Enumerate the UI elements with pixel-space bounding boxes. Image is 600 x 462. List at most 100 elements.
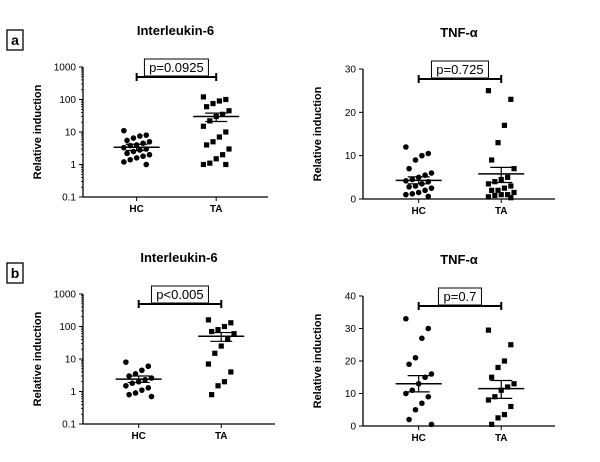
y-axis-label: Relative induction [32, 311, 44, 406]
data-point-square [220, 111, 226, 117]
data-point-circle [422, 187, 428, 194]
y-tick-label: 10 [345, 389, 357, 400]
data-point-square [511, 166, 517, 172]
panel-label-box-a [6, 29, 24, 51]
panel-label-box-b [6, 262, 24, 284]
data-point-square [221, 323, 228, 330]
y-tick-label: 40 [345, 292, 357, 303]
data-point-circle [415, 189, 422, 196]
data-point-square [210, 139, 216, 145]
y-tick-label: 10 [65, 355, 77, 366]
data-point-circle [419, 400, 425, 407]
data-point-square [495, 140, 501, 146]
data-point-circle [406, 416, 412, 423]
data-point-circle [126, 391, 132, 398]
data-point-circle [403, 191, 409, 198]
y-tick-label: 20 [345, 357, 357, 368]
data-point-square [207, 118, 213, 124]
y-axis-label: Relative induction [32, 84, 44, 179]
data-point-square [216, 98, 222, 104]
y-tick-label: 100 [59, 95, 76, 106]
data-point-circle [428, 371, 435, 377]
data-point-circle [133, 155, 140, 161]
data-point-square [505, 384, 511, 390]
chart-title: Interleukin-6 [137, 23, 214, 38]
data-point-circle [132, 390, 139, 396]
chart-4: TNF-α Relative induction 0 10 20 30 40 HC TA p=0.… [312, 252, 555, 444]
data-point-circle [129, 380, 136, 387]
data-point-circle [145, 384, 152, 391]
data-point-square [223, 96, 229, 103]
data-point-circle [412, 354, 419, 361]
data-point-square [209, 328, 215, 335]
data-point-square [228, 320, 234, 326]
data-point-square [205, 317, 212, 323]
data-point-square [215, 383, 221, 389]
data-point-square [209, 392, 215, 398]
data-point-circle [139, 387, 145, 393]
data-point-square [489, 157, 495, 163]
data-point-square [489, 187, 495, 193]
data-point-square [501, 412, 508, 418]
data-point-circle [425, 325, 432, 332]
data-point-circle [127, 156, 134, 163]
data-point-square [495, 187, 501, 193]
chart-2: TNF-α Relative induction 0 10 20 30 HC TA p=0.72… [312, 25, 555, 217]
panel-label-a: a [11, 32, 19, 48]
data-point-circle [143, 132, 150, 138]
chart-title: Interleukin-6 [140, 250, 217, 265]
data-point-circle [146, 138, 153, 145]
p-value-box [143, 58, 209, 77]
y-tick-label: 1 [70, 160, 76, 171]
data-point-square [226, 108, 232, 114]
p-value: p=0.725 [436, 62, 483, 77]
data-point-square [204, 104, 210, 110]
y-tick-label: 10 [345, 151, 357, 162]
data-point-circle [412, 157, 419, 163]
data-point-circle [123, 359, 129, 365]
data-point-circle [139, 367, 145, 374]
x-tick-label: TA [495, 206, 508, 217]
data-point-square [505, 192, 511, 198]
data-point-square [216, 134, 222, 140]
data-point-circle [121, 159, 127, 165]
y-tick-label: 1000 [54, 63, 77, 74]
data-point-square [213, 156, 219, 162]
data-point-circle [425, 393, 432, 400]
data-point-square [485, 194, 492, 200]
y-tick-label: 1000 [54, 290, 77, 301]
data-point-circle [403, 144, 409, 150]
data-point-square [223, 161, 229, 168]
data-point-square [489, 374, 495, 380]
data-point-square [511, 189, 517, 196]
data-point-circle [124, 137, 130, 144]
data-point-square [220, 152, 226, 158]
data-point-square [505, 174, 511, 180]
data-point-square [508, 195, 514, 201]
data-point-square [508, 342, 514, 348]
p-value: p<0.005 [156, 287, 203, 302]
data-point-square [485, 327, 492, 333]
data-point-square [212, 350, 218, 356]
data-point-circle [406, 361, 412, 368]
y-tick-label: 100 [59, 322, 76, 333]
y-tick-label: 0.1 [62, 420, 76, 431]
chart-3: Interleukin-6 Relative induction 0.1 1 10 100… [32, 250, 275, 442]
x-tick-label: TA [215, 431, 228, 442]
data-point-square [200, 123, 206, 129]
plots: Interleukin-6 Relative induction 0.1 1 10 100… [32, 23, 555, 444]
data-point-circle [406, 184, 412, 190]
data-point-square [508, 96, 514, 102]
p-value-box [430, 60, 489, 79]
data-point-square [501, 122, 508, 128]
y-tick-label: 10 [65, 128, 77, 139]
data-point-square [223, 129, 229, 135]
x-tick-label: HC [411, 206, 425, 217]
data-point-square [204, 142, 210, 148]
data-point-square [489, 421, 495, 427]
chart-title: TNF-α [440, 25, 478, 40]
data-point-square [200, 94, 206, 100]
data-point-circle [406, 165, 412, 172]
data-point-square [495, 364, 501, 371]
